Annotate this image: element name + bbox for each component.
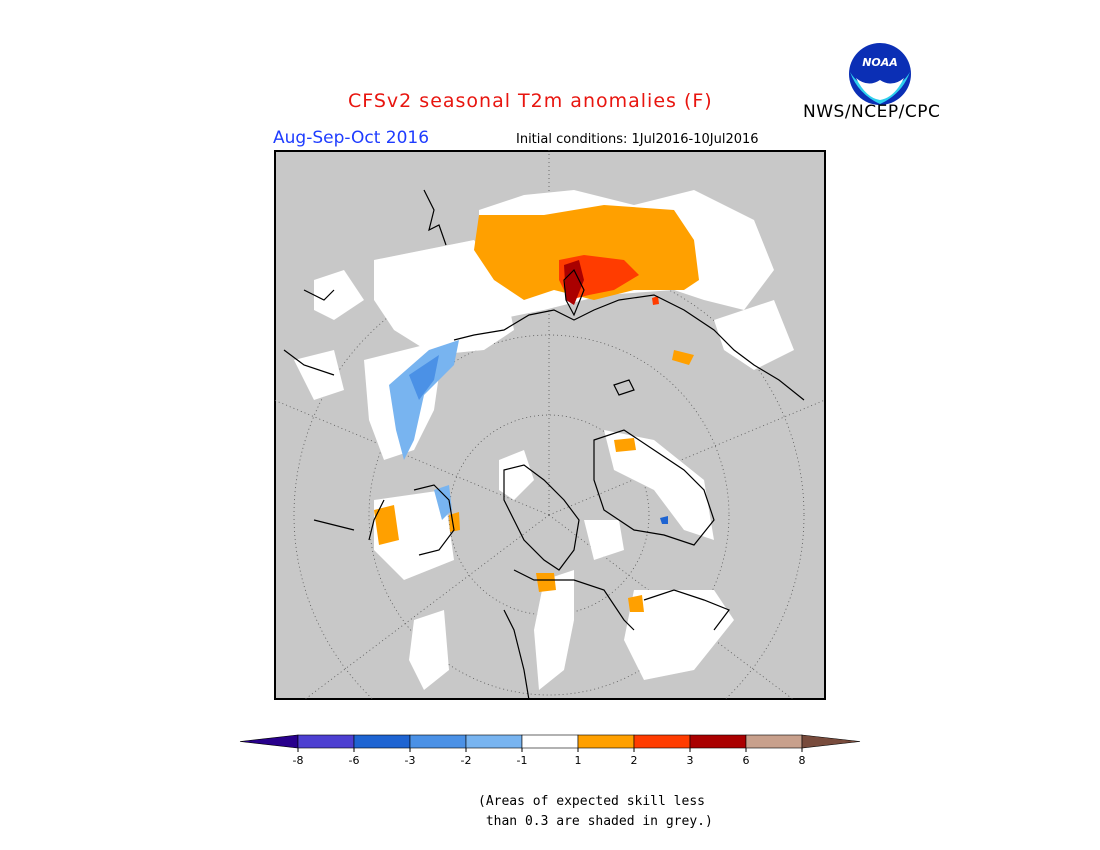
colorbar-tick-label: -2: [461, 754, 472, 767]
warm-anomaly-areas: [374, 205, 699, 612]
colorbar-bin: [577, 734, 635, 749]
forecast-period: Aug-Sep-Oct 2016: [273, 128, 430, 148]
map-title: CFSv2 seasonal T2m anomalies (F): [348, 90, 713, 112]
initial-conditions: Initial conditions: 1Jul2016-10Jul2016: [516, 132, 759, 147]
colorbar-bin: [409, 734, 467, 749]
colorbar-bin: [689, 734, 747, 749]
colorbar-bin: [801, 734, 861, 749]
anomaly-map: [274, 150, 826, 700]
colorbar-tick-label: -3: [405, 754, 416, 767]
colorbar-bin: [297, 734, 355, 749]
cool-anomaly-areas: [389, 340, 668, 524]
colorbar-bin: [465, 734, 523, 749]
colorbar-bin: [521, 734, 579, 749]
colorbar-tick-label: -6: [349, 754, 360, 767]
colorbar-bin: [633, 734, 691, 749]
skill-note: (Areas of expected skill less than 0.3 a…: [478, 794, 713, 829]
colorbar-tick-label: 6: [743, 754, 750, 767]
colorbar-tick-label: 1: [575, 754, 582, 767]
logo-text: NOAA: [862, 56, 898, 69]
colorbar-tick-label: 3: [687, 754, 694, 767]
colorbar-tick-label: 8: [799, 754, 806, 767]
colorbar-bin: [239, 734, 299, 749]
colorbar-bin: [353, 734, 411, 749]
noaa-logo: NOAA: [849, 43, 911, 105]
strong-warm-anomaly-areas: [559, 255, 659, 305]
colorbar-bin: [745, 734, 803, 749]
colorbar-tick-label: 2: [631, 754, 638, 767]
colorbar-tick-label: -8: [293, 754, 304, 767]
colorbar-tick-label: -1: [517, 754, 528, 767]
colorbar: -8 -6 -3 -2 -1 1 2 3 6 8: [239, 734, 861, 767]
agency-label: NWS/NCEP/CPC: [803, 102, 941, 122]
coastlines: [283, 189, 805, 700]
